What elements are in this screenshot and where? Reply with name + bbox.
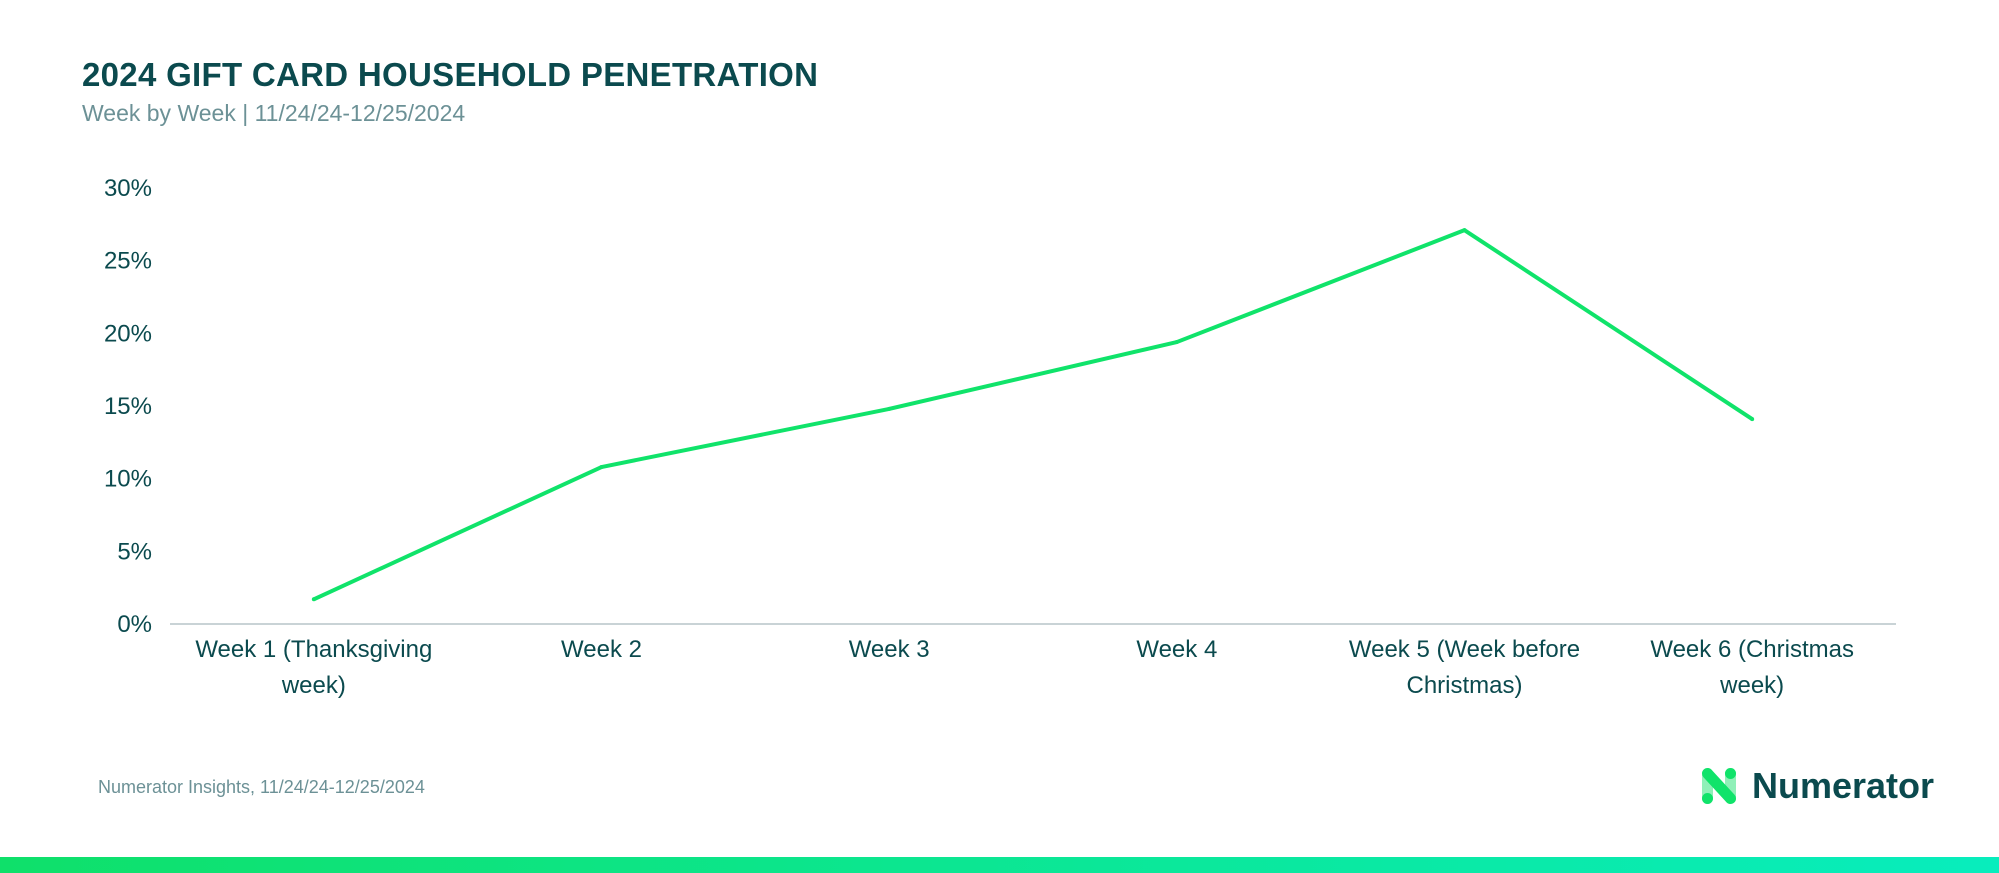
- chart-subtitle: Week by Week | 11/24/24-12/25/2024: [82, 100, 466, 126]
- y-tick-label: 0%: [117, 611, 152, 638]
- x-tick-label: Week 1 (Thanksgiving week): [195, 636, 432, 699]
- data-point: [887, 406, 892, 411]
- x-tick-label: Week 6 (Christmas week): [1650, 636, 1854, 699]
- data-point: [1174, 340, 1179, 345]
- bottom-accent-bar: [0, 857, 1999, 873]
- x-tick-label: Week 2: [561, 636, 642, 663]
- x-tick-label: Week 5 (Week before Christmas): [1349, 636, 1580, 699]
- numerator-logo: Numerator: [1700, 765, 1934, 807]
- y-tick-label: 10%: [104, 466, 152, 493]
- logo-text: Numerator: [1752, 765, 1935, 806]
- data-point: [599, 465, 604, 470]
- y-tick-label: 20%: [104, 320, 152, 347]
- data-point: [1750, 417, 1755, 422]
- source-note: Numerator Insights, 11/24/24-12/25/2024: [98, 777, 425, 797]
- data-point: [1462, 228, 1467, 233]
- y-tick-label: 15%: [104, 393, 152, 420]
- y-tick-label: 30%: [104, 175, 152, 202]
- x-tick-label: Week 3: [849, 636, 930, 663]
- chart-title: 2024 GIFT CARD HOUSEHOLD PENETRATION: [82, 56, 819, 93]
- numerator-n-icon: [1702, 768, 1736, 804]
- y-tick-label: 25%: [104, 248, 152, 275]
- y-tick-label: 5%: [117, 538, 152, 565]
- x-tick-label: Week 4: [1136, 636, 1217, 663]
- data-point: [311, 597, 316, 602]
- series-line: [312, 228, 1754, 602]
